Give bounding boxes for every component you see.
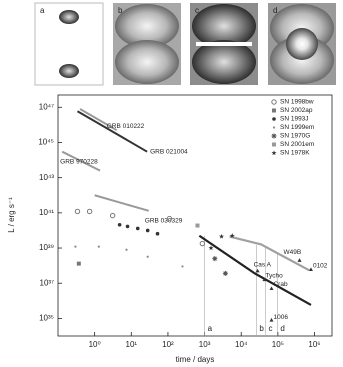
- grb-label: GRB 010222: [107, 123, 145, 130]
- grb-line: [94, 194, 150, 212]
- data-point: [74, 245, 77, 248]
- panel-label: c: [195, 6, 199, 15]
- data-point: [181, 265, 184, 268]
- x-tick-label: 10³: [199, 340, 211, 349]
- remnant-point: [297, 258, 302, 262]
- data-point: [219, 233, 224, 239]
- data-point: [109, 212, 116, 219]
- grb-label: GRB 021004: [150, 148, 188, 155]
- grb-label: GRB 030329: [145, 218, 183, 225]
- legend-label: SN 1970G: [280, 133, 310, 140]
- y-axis-label: L / erg s⁻¹: [7, 197, 16, 233]
- legend-marker: [272, 108, 276, 113]
- data-point: [195, 223, 200, 228]
- remnant-point: [269, 317, 274, 322]
- x-tick-label: 10²: [162, 340, 174, 349]
- data-point: [145, 228, 150, 233]
- legend-marker: [271, 150, 277, 156]
- grb-label: GRB 970228: [60, 158, 98, 165]
- panel-label: d: [273, 6, 277, 15]
- grb-line: [79, 108, 118, 132]
- legend-marker: [271, 99, 277, 105]
- remnant-label: Crab: [273, 281, 287, 288]
- panel-a: a: [34, 2, 104, 86]
- data-point: [97, 245, 100, 248]
- y-tick-label: 10⁴⁵: [38, 138, 54, 147]
- legend-label: SN 2001em: [280, 141, 314, 148]
- panel-label: b: [118, 6, 123, 15]
- grb-line: [61, 150, 101, 172]
- y-tick-label: 10⁴⁷: [39, 102, 54, 111]
- remnant-point: [262, 277, 267, 282]
- y-tick-label: 10³⁷: [40, 278, 55, 287]
- data-point: [125, 224, 130, 229]
- epoch-label: b: [259, 324, 264, 333]
- remnant-point: [308, 267, 313, 272]
- x-tick-label: 10⁵: [272, 340, 284, 349]
- data-point: [229, 233, 235, 238]
- y-tick-label: 10⁴¹: [39, 208, 54, 217]
- panel-label: a: [40, 6, 45, 15]
- remnant-label: W49B: [284, 249, 302, 256]
- legend-label: SN 1993J: [280, 116, 309, 123]
- epoch-label: c: [269, 324, 273, 333]
- remnant-label: 0102: [313, 262, 328, 269]
- panel-d: d: [268, 3, 336, 85]
- remnant-point: [255, 268, 260, 273]
- legend-marker: [271, 133, 277, 139]
- data-point: [74, 208, 81, 215]
- data-point: [199, 240, 206, 247]
- x-tick-label: 10⁰: [89, 340, 101, 349]
- legend-marker: [272, 142, 276, 147]
- panel-c: c: [190, 3, 258, 85]
- plot-frame: [57, 94, 333, 337]
- legend-marker: [272, 126, 276, 129]
- data-point: [86, 208, 93, 215]
- x-tick-label: 10⁶: [308, 340, 320, 349]
- remnant-line: [229, 235, 310, 272]
- x-tick-label: 10⁴: [235, 340, 248, 349]
- data-point: [117, 222, 122, 227]
- legend-marker: [272, 117, 276, 121]
- remnant-point: [269, 286, 274, 291]
- data-point: [166, 215, 173, 222]
- remnant-label: Tycho: [265, 272, 283, 279]
- data-point: [125, 248, 128, 251]
- legend-label: SN 1999em: [280, 124, 314, 131]
- data-point: [222, 270, 228, 276]
- data-point: [146, 255, 149, 258]
- remnant-label: Cas A: [254, 262, 272, 269]
- grb-line: [76, 110, 148, 153]
- legend-label: SN 1998bw: [280, 99, 314, 106]
- x-tick-label: 10¹: [126, 340, 138, 349]
- data-point: [212, 256, 218, 262]
- epoch-label: d: [280, 324, 284, 333]
- epoch-label: a: [208, 324, 213, 333]
- y-tick-label: 10³⁹: [39, 243, 54, 252]
- data-point: [208, 245, 214, 251]
- remnant-label: 1006: [273, 314, 288, 321]
- data-point: [135, 226, 140, 231]
- x-axis-label: time / days: [176, 355, 215, 364]
- y-tick-label: 10³⁵: [39, 314, 54, 323]
- remnant-line: [198, 234, 312, 306]
- legend-label: SN 1978K: [280, 150, 310, 157]
- data-point: [76, 261, 81, 266]
- data-point: [155, 231, 160, 236]
- panel-b: b: [113, 3, 181, 85]
- y-tick-label: 10⁴³: [39, 173, 54, 182]
- legend-label: SN 2002ap: [280, 107, 313, 114]
